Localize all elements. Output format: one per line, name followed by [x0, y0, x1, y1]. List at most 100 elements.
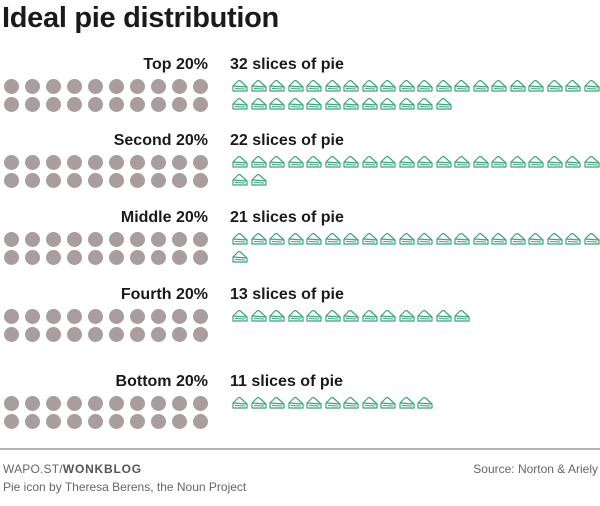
person-dot: [88, 97, 103, 112]
person-dot: [46, 414, 61, 429]
pie-slice-icon: [287, 310, 305, 324]
pie-slices: [230, 229, 600, 269]
pie-slice-icon: [361, 397, 379, 411]
footer-site-prefix: WAPO.ST/: [3, 462, 63, 476]
pie-slice-icon: [324, 98, 342, 112]
person-dot: [130, 232, 145, 247]
chart-title: Ideal pie distribution: [2, 2, 279, 34]
pie-slice-icon: [416, 98, 434, 112]
person-dot: [46, 250, 61, 265]
pie-slice-icon: [453, 156, 471, 170]
pie-slice-icon: [435, 156, 453, 170]
person-dot: [193, 327, 208, 342]
pie-slice-icon: [416, 397, 434, 411]
pie-slice-icon: [583, 80, 600, 94]
pie-slice-icon: [453, 310, 471, 324]
slices-label: 11 slices of pie: [230, 373, 343, 390]
person-dot: [25, 396, 40, 411]
person-dot: [67, 327, 82, 342]
pie-slice-icon: [287, 98, 305, 112]
person-dot: [109, 79, 124, 94]
pie-slice-icon: [564, 233, 582, 247]
pie-slice-icon: [527, 233, 545, 247]
person-dot: [46, 97, 61, 112]
person-dot: [193, 97, 208, 112]
pie-slice-icon: [287, 80, 305, 94]
pie-slice-icon: [268, 98, 286, 112]
pie-slice-icon: [305, 233, 323, 247]
pie-slices: [230, 152, 600, 192]
pie-slice-icon: [324, 397, 342, 411]
person-dot: [67, 97, 82, 112]
pie-slice-icon: [342, 80, 360, 94]
person-dot: [46, 396, 61, 411]
person-dot: [172, 173, 187, 188]
pie-slice-icon: [361, 233, 379, 247]
group-label: Bottom 20%: [115, 373, 208, 390]
person-dot: [130, 173, 145, 188]
slices-label: 13 slices of pie: [230, 286, 344, 303]
person-dot: [46, 232, 61, 247]
person-dot: [46, 173, 61, 188]
pie-slice-icon: [379, 98, 397, 112]
person-dot: [193, 250, 208, 265]
pie-slice-icon: [231, 397, 249, 411]
pie-slice-icon: [231, 80, 249, 94]
person-dot: [25, 414, 40, 429]
people-dots: [0, 229, 215, 269]
footer-divider: [0, 448, 600, 450]
person-dot: [172, 155, 187, 170]
pie-slice-icon: [324, 310, 342, 324]
pie-slices: [230, 76, 600, 116]
person-dot: [109, 327, 124, 342]
person-dot: [151, 396, 166, 411]
person-dot: [67, 309, 82, 324]
person-dot: [172, 250, 187, 265]
pie-slice-icon: [305, 156, 323, 170]
pie-slice-icon: [231, 174, 249, 188]
person-dot: [67, 250, 82, 265]
person-dot: [151, 414, 166, 429]
person-dot: [25, 79, 40, 94]
person-dot: [193, 155, 208, 170]
person-dot: [88, 396, 103, 411]
pie-slice-icon: [398, 80, 416, 94]
person-dot: [193, 396, 208, 411]
people-dots: [0, 76, 215, 116]
person-dot: [172, 309, 187, 324]
pie-slice-icon: [527, 156, 545, 170]
pie-slice-icon: [379, 310, 397, 324]
pie-slice-icon: [287, 233, 305, 247]
pie-slice-icon: [324, 80, 342, 94]
person-dot: [109, 396, 124, 411]
pie-slice-icon: [287, 156, 305, 170]
pie-slice-icon: [342, 397, 360, 411]
pie-slice-icon: [527, 80, 545, 94]
pie-slice-icon: [342, 156, 360, 170]
pie-slice-icon: [398, 310, 416, 324]
person-dot: [88, 79, 103, 94]
person-dot: [88, 414, 103, 429]
pie-slice-icon: [416, 310, 434, 324]
pie-slice-icon: [546, 156, 564, 170]
person-dot: [130, 97, 145, 112]
person-dot: [25, 155, 40, 170]
person-dot: [172, 232, 187, 247]
pie-slice-icon: [583, 156, 600, 170]
pie-slice-icon: [435, 310, 453, 324]
pie-slice-icon: [490, 80, 508, 94]
person-dot: [4, 250, 19, 265]
person-dot: [172, 414, 187, 429]
pie-slice-icon: [268, 233, 286, 247]
person-dot: [109, 414, 124, 429]
group-label: Fourth 20%: [120, 286, 208, 303]
pie-slice-icon: [361, 310, 379, 324]
pie-slice-icon: [250, 80, 268, 94]
person-dot: [130, 414, 145, 429]
person-dot: [88, 327, 103, 342]
person-dot: [130, 396, 145, 411]
pie-slice-icon: [305, 80, 323, 94]
pie-slice-icon: [509, 233, 527, 247]
person-dot: [151, 232, 166, 247]
pie-slice-icon: [379, 233, 397, 247]
